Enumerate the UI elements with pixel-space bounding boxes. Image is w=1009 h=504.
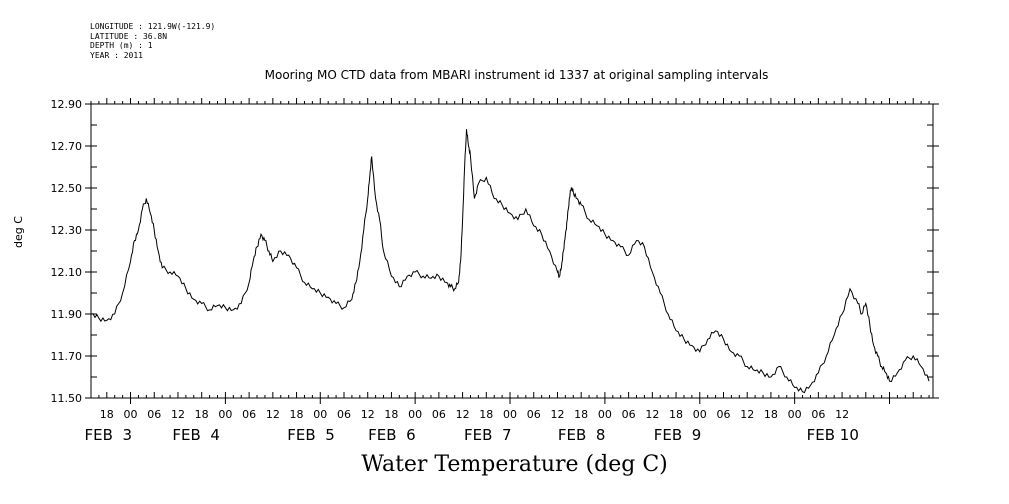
- x-axis-title: Water Temperature (deg C): [361, 452, 668, 477]
- x-hour-label: 06: [716, 408, 730, 421]
- x-hour-label: 00: [313, 408, 327, 421]
- y-tick-label: 12.10: [51, 266, 83, 279]
- x-hour-label: 06: [622, 408, 636, 421]
- x-hour-label: 06: [242, 408, 256, 421]
- chart-title: Mooring MO CTD data from MBARI instrumen…: [264, 68, 769, 82]
- labels-layer: 12.90 12.70 12.50 12.30 12.10 11.90 11.70 11.50…: [51, 98, 859, 444]
- plot-frame: [90, 103, 934, 399]
- x-hour-label: 18: [100, 408, 114, 421]
- x-hour-label: 18: [764, 408, 778, 421]
- x-hour-label: 12: [835, 408, 849, 421]
- x-hour-label: 12: [456, 408, 470, 421]
- x-date-label: FEB 8: [558, 426, 605, 444]
- x-hour-label: 18: [574, 408, 588, 421]
- x-date-label: FEB 6: [368, 426, 415, 444]
- y-tick-label: 12.30: [51, 224, 83, 237]
- x-hour-label: 12: [740, 408, 754, 421]
- x-hour-label: 06: [337, 408, 351, 421]
- x-hour-label: 18: [290, 408, 304, 421]
- x-date-label: FEB 7: [464, 426, 511, 444]
- longitude-label: LONGITUDE : 121.9W(-121.9): [90, 22, 216, 31]
- x-hour-label: 12: [550, 408, 564, 421]
- x-hour-label: 00: [124, 408, 138, 421]
- x-hour-label: 12: [266, 408, 280, 421]
- water-temperature-line: [90, 129, 930, 394]
- x-date-label: FEB 5: [287, 426, 334, 444]
- x-hour-label: 06: [811, 408, 825, 421]
- x-hour-label: 18: [384, 408, 398, 421]
- x-date-label: FEB 4: [172, 426, 219, 444]
- x-hour-label: 06: [147, 408, 161, 421]
- axes-layer: [85, 98, 939, 404]
- x-date-label: FEB 10: [807, 426, 859, 444]
- x-hour-label: 00: [598, 408, 612, 421]
- x-hour-label: 00: [693, 408, 707, 421]
- x-hour-label: 00: [503, 408, 517, 421]
- x-hour-label: 00: [218, 408, 232, 421]
- x-date-label: FEB 9: [654, 426, 701, 444]
- x-hour-label: 18: [195, 408, 209, 421]
- y-tick-label: 12.70: [51, 140, 83, 153]
- x-hour-label: 12: [645, 408, 659, 421]
- y-tick-label: 12.50: [51, 182, 83, 195]
- x-hour-label: 06: [432, 408, 446, 421]
- x-hour-label: 18: [669, 408, 683, 421]
- x-hour-label: 12: [171, 408, 185, 421]
- y-tick-label: 11.90: [51, 308, 83, 321]
- y-tick-label: 11.50: [51, 392, 83, 405]
- x-date-label: FEB 3: [85, 426, 132, 444]
- x-hour-label: 12: [361, 408, 375, 421]
- series-layer: [90, 129, 930, 394]
- latitude-label: LATITUDE : 36.8N: [90, 31, 168, 41]
- x-hour-label: 00: [788, 408, 802, 421]
- x-hour-label: 06: [527, 408, 541, 421]
- year-label: YEAR : 2011: [90, 50, 143, 60]
- y-tick-label: 11.70: [51, 350, 83, 363]
- metadata-block: LONGITUDE : 121.9W(-121.9) LATITUDE : 36…: [90, 22, 215, 60]
- x-hour-label: 00: [408, 408, 422, 421]
- x-hour-label: 18: [479, 408, 493, 421]
- y-tick-label: 12.90: [51, 98, 83, 111]
- depth-label: DEPTH (m) : 1: [90, 41, 153, 50]
